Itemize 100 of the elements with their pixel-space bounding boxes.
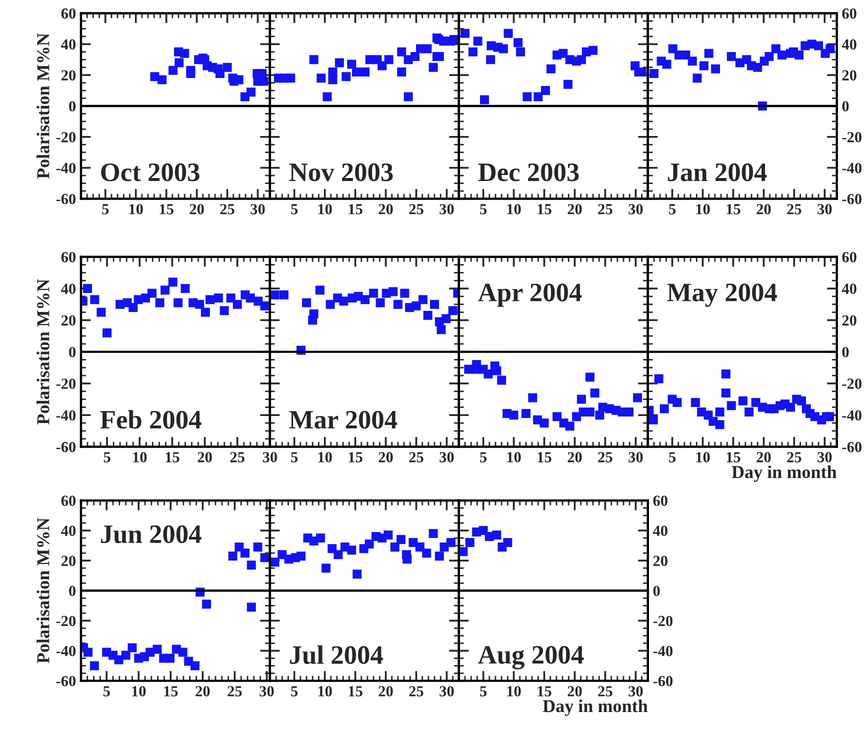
point [347, 60, 356, 69]
point [688, 56, 697, 66]
y-tick-label: -60 [842, 194, 862, 204]
point [590, 388, 600, 398]
point [232, 300, 242, 309]
y-tick-label: -40 [56, 410, 76, 421]
x-tick-label: 25 [409, 686, 424, 696]
point [240, 548, 250, 558]
point [514, 38, 523, 48]
x-tick-label: 10 [318, 452, 332, 462]
point [174, 298, 183, 308]
text: Apr 2004 [478, 284, 582, 307]
x-tick-label: 20 [568, 204, 582, 214]
point [376, 298, 385, 308]
point [509, 410, 518, 420]
point [492, 530, 502, 540]
point [309, 55, 318, 64]
x-tick-label: 25 [598, 452, 612, 462]
x-tick-label: 25 [220, 204, 234, 214]
point [400, 288, 410, 298]
point [726, 401, 736, 410]
point [654, 374, 664, 384]
point [369, 288, 378, 298]
x-tick-label: 25 [787, 452, 802, 462]
y-tick-label: 60 [61, 8, 76, 19]
point [516, 47, 525, 56]
text: Oct 2003 [101, 163, 200, 182]
x-tick-label: 30 [260, 686, 274, 696]
x-tick-label: 30 [440, 204, 454, 214]
point [692, 74, 702, 83]
point [168, 278, 178, 287]
point [260, 301, 270, 310]
point [434, 552, 444, 561]
x-tick-label: 5 [480, 686, 487, 696]
point [595, 410, 604, 420]
x-tick-label: 15 [538, 204, 552, 214]
y-tick-label: 20 [842, 70, 856, 81]
point [588, 46, 598, 55]
point [96, 308, 106, 317]
x-tick-label: 5 [480, 204, 487, 214]
point [309, 309, 318, 318]
point [160, 286, 170, 295]
point [390, 542, 400, 552]
point [721, 369, 730, 378]
point [753, 62, 762, 72]
point [90, 295, 100, 304]
x-tick-label: 25 [409, 204, 424, 214]
x-tick-label: 30 [440, 686, 454, 696]
point [422, 548, 432, 558]
y-tick-label: 20 [842, 315, 856, 326]
x-tick-label: 10 [507, 452, 521, 462]
point [384, 530, 393, 540]
point [528, 393, 538, 402]
point [777, 50, 786, 60]
y-tick-label: -20 [842, 132, 862, 142]
y-tick-label: 60 [842, 252, 856, 262]
point [342, 72, 351, 82]
point [180, 284, 190, 294]
x-tick-label: 30 [628, 686, 643, 696]
point [480, 95, 490, 104]
point [352, 570, 362, 579]
point [322, 92, 332, 102]
point [246, 88, 256, 97]
x-tick-label: 20 [568, 452, 582, 462]
x-tick-label: 10 [132, 686, 146, 696]
x-tick-label: 15 [538, 452, 552, 462]
point [428, 529, 438, 538]
y-tick-label: -40 [842, 410, 862, 421]
point [214, 294, 223, 303]
point [84, 648, 93, 657]
point [412, 301, 421, 310]
x-tick-label: 20 [190, 204, 204, 214]
y-tick-label: -60 [56, 194, 76, 204]
point [430, 300, 440, 309]
point [473, 36, 482, 46]
point [270, 290, 280, 300]
point [246, 560, 256, 570]
y-tick-label: -20 [653, 616, 673, 626]
y-axis-title: Polarisation M%N [36, 279, 50, 424]
point [486, 55, 496, 64]
point [534, 92, 543, 102]
point [738, 396, 748, 406]
point [388, 287, 398, 296]
x-tick-label: 20 [756, 452, 771, 462]
point [296, 552, 306, 561]
point [418, 295, 428, 304]
x-tick-label: 20 [378, 686, 393, 696]
x-axis-title: Day in month [542, 700, 648, 716]
point [155, 298, 164, 308]
x-tick-label: 15 [164, 686, 178, 696]
point [446, 538, 456, 548]
y-tick-label: -60 [653, 676, 673, 686]
point [121, 650, 130, 660]
point [744, 407, 754, 416]
point [360, 295, 370, 304]
x-tick-label: 30 [818, 204, 832, 214]
point [715, 420, 724, 430]
x-tick-label: 15 [726, 452, 740, 462]
point [222, 62, 232, 72]
x-tick-label: 5 [669, 204, 676, 214]
